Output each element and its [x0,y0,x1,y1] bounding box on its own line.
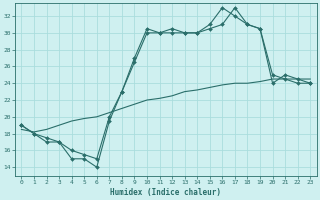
X-axis label: Humidex (Indice chaleur): Humidex (Indice chaleur) [110,188,221,197]
